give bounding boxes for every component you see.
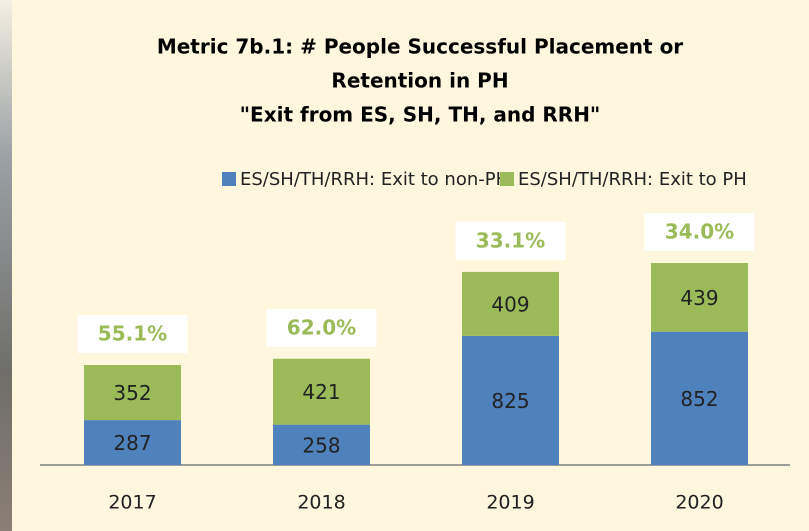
x-tick-label: 2018 xyxy=(297,492,345,514)
chart-title: Retention in PH xyxy=(331,69,508,93)
legend-swatch xyxy=(500,172,514,186)
bar-segment xyxy=(651,263,748,332)
data-label: 258 xyxy=(302,433,340,457)
legend-label: ES/SH/TH/RRH: Exit to PH xyxy=(518,169,747,190)
title-group: Metric 7b.1: # People Successful Placeme… xyxy=(157,35,683,127)
annotation: 55.1% xyxy=(98,322,167,346)
bar-segment xyxy=(84,365,181,421)
data-label: 287 xyxy=(113,431,151,455)
annotation: 33.1% xyxy=(476,228,545,252)
data-label: 439 xyxy=(680,286,718,310)
bar-segment xyxy=(273,424,370,465)
annotation-box xyxy=(77,315,188,354)
data-label: 421 xyxy=(302,380,340,404)
bar-segment xyxy=(84,420,181,465)
data-label: 352 xyxy=(113,381,151,405)
x-tick-label: 2017 xyxy=(108,492,156,514)
annotation-box xyxy=(644,213,755,251)
bar-segment xyxy=(462,335,559,465)
x-tick-label: 2020 xyxy=(675,492,723,514)
bar-segment xyxy=(273,358,370,425)
chart-title: "Exit from ES, SH, TH, and RRH" xyxy=(240,103,601,127)
legend-swatch xyxy=(222,172,236,186)
x-tick-label: 2019 xyxy=(486,492,534,514)
chart-title: Metric 7b.1: # People Successful Placeme… xyxy=(157,35,683,59)
annotation-box xyxy=(266,308,377,347)
data-label: 825 xyxy=(491,389,529,413)
bar-segment xyxy=(651,331,748,465)
annotation: 62.0% xyxy=(287,315,356,339)
data-label: 409 xyxy=(491,292,529,316)
data-label: 852 xyxy=(680,387,718,411)
bar-segment xyxy=(462,271,559,336)
annotation: 34.0% xyxy=(665,220,734,244)
legend-label: ES/SH/TH/RRH: Exit to non-PH xyxy=(240,169,509,190)
annotation-box xyxy=(455,221,566,260)
